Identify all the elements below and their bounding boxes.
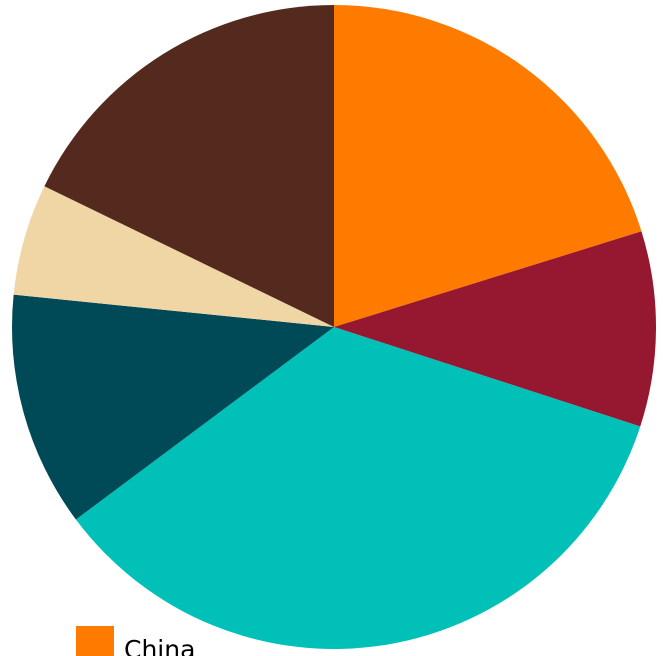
pie-slice-3 [75, 327, 641, 649]
legend-label-china: China [124, 635, 196, 656]
pie-slice-1 [334, 5, 642, 327]
legend-swatch-china [76, 626, 114, 656]
legend-item-china: China [76, 626, 195, 656]
pie-slice-4 [12, 294, 334, 520]
pie-slice-5 [13, 186, 334, 327]
pie-slice-6 [44, 5, 334, 327]
legend: China [76, 626, 195, 656]
pie-slices [12, 5, 657, 649]
pie-slice-2 [334, 231, 657, 427]
